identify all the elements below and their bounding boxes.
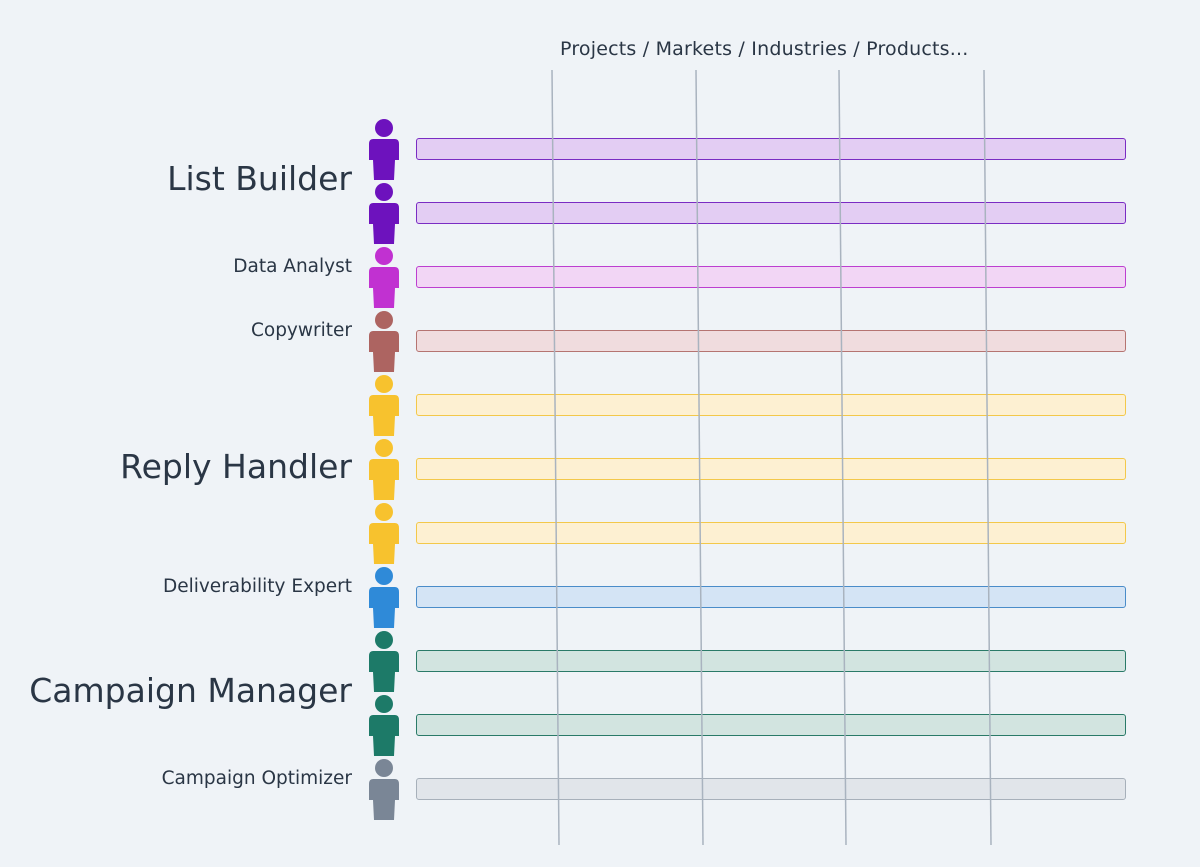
role-label-list-builder: List Builder <box>167 158 352 198</box>
person-icon <box>369 759 399 820</box>
person-icon <box>369 503 399 564</box>
role-label-copywriter: Copywriter <box>250 319 352 341</box>
role-label-campaign-optimizer: Campaign Optimizer <box>161 767 352 789</box>
agent-bar-campaign-optimizer <box>416 778 1126 800</box>
person-icon <box>369 631 399 692</box>
role-label-campaign-manager: Campaign Manager <box>29 670 352 710</box>
person-icon <box>369 439 399 500</box>
agent-bar-reply-handler <box>416 522 1126 544</box>
agent-bar-copywriter <box>416 330 1126 352</box>
person-icon <box>369 183 399 244</box>
agent-bar-deliverability-expert <box>416 586 1126 608</box>
person-icon <box>369 567 399 628</box>
role-label-reply-handler: Reply Handler <box>120 446 352 486</box>
role-label-data-analyst: Data Analyst <box>233 255 352 277</box>
agent-bar-reply-handler <box>416 394 1126 416</box>
agent-bar-data-analyst <box>416 266 1126 288</box>
agent-bar-list-builder <box>416 138 1126 160</box>
diagram-header: Projects / Markets / Industries / Produc… <box>560 38 969 60</box>
role-label-deliverability-expert: Deliverability Expert <box>162 575 352 597</box>
person-icon <box>369 311 399 372</box>
agent-bar-list-builder <box>416 202 1126 224</box>
person-icon <box>369 119 399 180</box>
person-icon <box>369 375 399 436</box>
person-icon <box>369 247 399 308</box>
agent-bar-reply-handler <box>416 458 1126 480</box>
agent-bar-campaign-manager <box>416 714 1126 736</box>
agent-bar-campaign-manager <box>416 650 1126 672</box>
person-icon <box>369 695 399 756</box>
